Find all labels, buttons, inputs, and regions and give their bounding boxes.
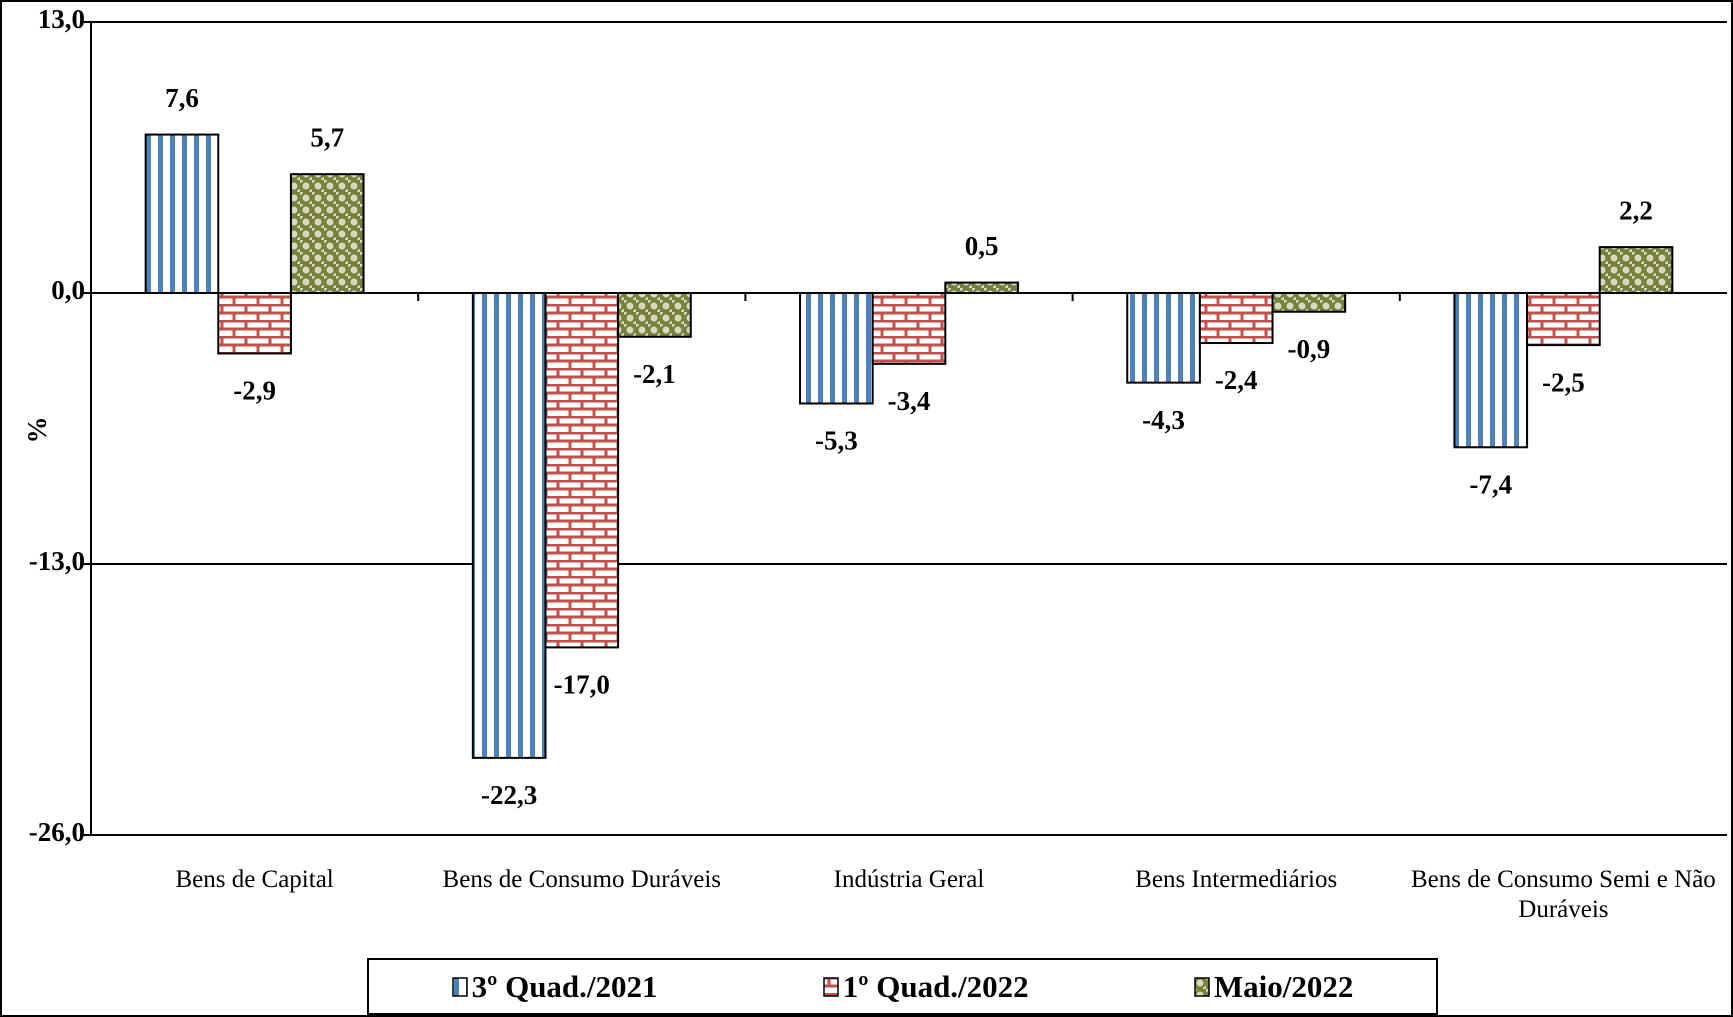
value-label: 2,2: [1619, 195, 1653, 225]
legend-label: 3º Quad./2021: [471, 968, 658, 1004]
x-tick-label: Bens de Consumo Duráveis: [442, 866, 721, 893]
legend-item: Maio/2022: [1194, 968, 1354, 1005]
value-label: 7,6: [165, 83, 199, 113]
bar: [944, 281, 1019, 295]
x-tick-label: Bens Intermediários: [1135, 866, 1338, 893]
legend-label: 1º Quad./2022: [842, 968, 1029, 1004]
bar: [471, 292, 547, 759]
value-label: -2,1: [633, 359, 676, 389]
y-tick-label: -26,0: [29, 817, 85, 847]
bar: [544, 292, 620, 649]
bar: [289, 173, 365, 294]
legend: 3º Quad./2021 1º Quad./2022 Maio/2022: [367, 958, 1438, 1015]
legend-item: 1º Quad./2022: [822, 968, 1029, 1005]
value-label: -3,4: [888, 386, 931, 416]
value-label: -7,4: [1469, 469, 1512, 499]
legend-swatch: [1194, 976, 1210, 997]
bar: [1271, 292, 1347, 313]
value-label: 5,7: [310, 122, 344, 152]
legend-item: 3º Quad./2021: [451, 968, 658, 1005]
bar: [1453, 292, 1529, 449]
bar: [1198, 292, 1274, 345]
x-tick-label: Bens de Capital: [175, 866, 334, 893]
y-tick-label: 13,0: [38, 4, 85, 34]
legend-label: Maio/2022: [1213, 968, 1354, 1004]
value-label: 0,5: [965, 231, 999, 261]
value-label: -5,3: [815, 426, 858, 456]
value-label: -2,5: [1542, 367, 1585, 397]
legend-swatch: [451, 976, 468, 997]
value-label: -4,3: [1142, 405, 1185, 435]
y-axis-label: %: [22, 417, 52, 444]
bar: [799, 292, 874, 405]
bar: [871, 292, 947, 365]
value-label: -0,9: [1287, 334, 1330, 364]
bar: [217, 292, 292, 355]
y-tick-label: 0,0: [51, 275, 85, 305]
value-label: -17,0: [554, 670, 610, 700]
bar: [1126, 292, 1201, 384]
x-tick-label: Indústria Geral: [833, 866, 985, 893]
legend-swatch: [822, 976, 839, 997]
bar: [1526, 292, 1601, 347]
value-label: -2,9: [233, 376, 276, 406]
y-tick-label: -13,0: [29, 546, 85, 576]
bar: [617, 292, 692, 338]
bar: [144, 133, 220, 294]
value-label: -22,3: [481, 780, 537, 810]
bar: [1598, 246, 1674, 294]
x-tick-label: Bens de Consumo Semi e Não Duráveis: [1410, 866, 1716, 923]
value-label: -2,4: [1215, 365, 1258, 395]
